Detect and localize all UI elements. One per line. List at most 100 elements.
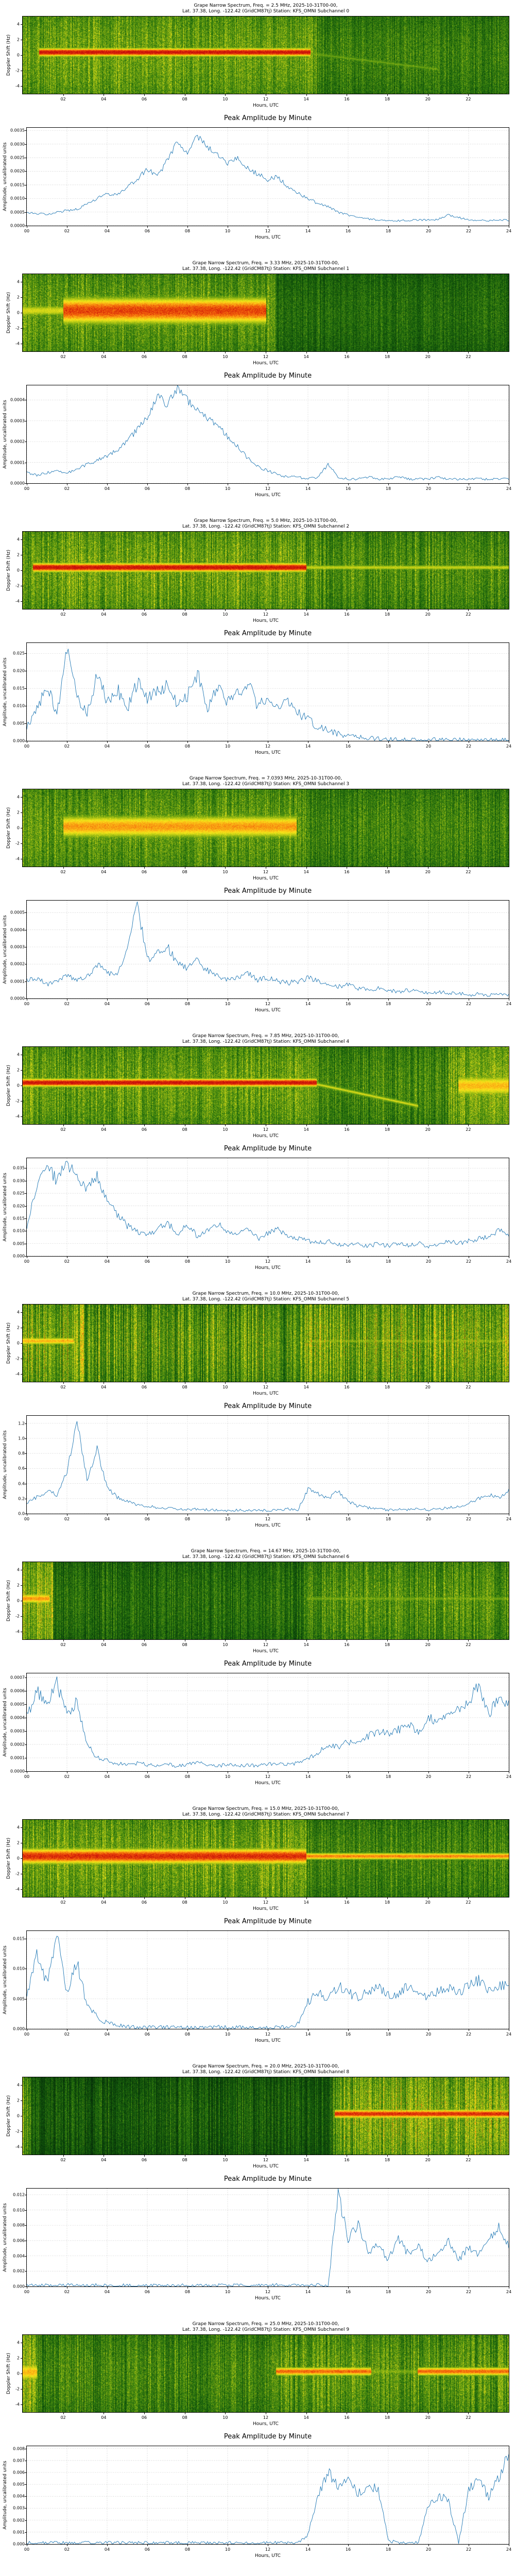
spectrogram-y-tick-label: -2 [15,1614,20,1619]
spectrogram-y-tick-mark [21,1116,23,1117]
subchannel-section-6: Grape Narrow Spectrum, Freq. = 14.67 MHz… [0,1546,515,1803]
grid-lines [26,128,509,226]
amplitude-chart-svg [26,643,509,741]
amplitude-y-tick-label: 0.6 [18,1466,25,1471]
amplitude-y-tick-mark [25,1438,27,1439]
amplitude-y-tick-label: 0.006 [13,2238,25,2243]
amplitude-x-tick-mark [428,2544,429,2546]
amplitude-x-axis-label: Hours, UTC [255,1008,281,1013]
amplitude-x-tick-mark [428,1514,429,1516]
amplitude-x-tick-mark [107,1771,108,1773]
amplitude-y-tick-label: 0.0015 [10,182,25,188]
spectrogram-x-tick-mark [468,867,469,869]
amplitude-line [26,1936,509,2029]
subchannel-section-0: Grape Narrow Spectrum, Freq. = 2.5 MHz, … [0,0,515,258]
spectrogram-x-tick-label: 02 [60,97,66,101]
spectrogram-x-tick-mark [306,351,307,353]
spectrogram-y-tick-mark [21,1827,23,1828]
grid-lines [26,1158,509,1257]
spectrogram-y-axis-label: Doppler Shift (Hz) [6,1322,11,1364]
amplitude-y-tick-label: 0.005 [13,1241,25,1246]
amplitude-x-tick-label: 12 [265,2547,271,2552]
spectrogram-x-tick-mark [63,2155,64,2157]
amplitude-chart-svg [26,385,509,484]
amplitude-x-tick-mark [107,998,108,1001]
amplitude-y-tick-label: 0.0004 [10,1715,25,1720]
amplitude-x-tick-label: 18 [385,1259,391,1264]
spectrogram-x-tick-label: 04 [101,1127,107,1132]
grid-lines [26,643,509,741]
spectrogram-title-line1: Grape Narrow Spectrum, Freq. = 5.0 MHz, … [194,518,338,523]
spectrogram-title: Grape Narrow Spectrum, Freq. = 7.0393 MH… [23,776,509,787]
spectrogram-x-tick-label: 16 [344,870,350,874]
spectrogram-y-tick-label: 4 [16,537,20,542]
spectrogram-x-tick-label: 22 [466,612,471,617]
spectrogram-title-line2: Lat. 37.38, Long. -122.42 (GridCM87tj) S… [182,1039,350,1044]
spectrogram-y-tick-label: -4 [15,1114,20,1119]
amplitude-x-tick-label: 12 [265,2032,271,2037]
spectrogram-y-tick-label: 4 [16,1052,20,1057]
amplitude-x-tick-label: 02 [64,229,70,233]
spectrogram-x-tick-label: 06 [141,2158,147,2162]
amplitude-x-tick-label: 16 [345,744,351,749]
amplitude-y-tick-label: 0.015 [13,1216,25,1221]
spectrogram-x-tick-mark [387,867,388,869]
spectrogram-y-tick-label: 0 [16,568,20,573]
spectrogram-x-tick-label: 10 [222,612,228,617]
spectrogram-x-tick-label: 12 [263,1385,269,1389]
grid-lines [26,1931,509,2029]
amplitude-x-tick-mark [388,1771,389,1773]
amplitude-x-tick-mark [107,483,108,485]
amplitude-x-tick-label: 16 [345,2547,351,2552]
spectrogram-x-tick-label: 04 [101,870,107,874]
amplitude-x-tick-label: 14 [305,2032,311,2037]
amplitude-y-tick-label: 0.008 [13,2223,25,2228]
spectrogram-x-tick-mark [387,2155,388,2157]
spectrogram-canvas [23,2077,509,2155]
spectrogram-x-tick-mark [306,609,307,611]
amplitude-y-tick-label: 0.0003 [10,418,25,423]
spectrogram-x-tick-label: 22 [466,1127,471,1132]
spectrogram-x-tick-mark [144,1124,145,1126]
amplitude-y-tick-label: 0.4 [18,1481,25,1486]
amplitude-y-tick-label: 0.0 [18,1511,25,1516]
spectrogram-x-tick-label: 04 [101,2158,107,2162]
amplitude-x-axis-label: Hours, UTC [255,1781,281,1786]
spectrogram-y-tick-label: -2 [15,1871,20,1876]
spectrogram-x-tick-mark [144,1639,145,1641]
amplitude-x-tick-label: 02 [64,2290,70,2294]
amplitude-x-tick-label: 22 [466,1002,472,1006]
spectrogram-y-tick-label: -2 [15,2386,20,2392]
amplitude-y-tick-label: 0.0001 [10,979,25,984]
spectrogram-y-tick-mark [21,1616,23,1617]
amplitude-x-tick-mark [348,2544,349,2546]
amplitude-y-tick-label: 0.025 [13,1191,25,1196]
amplitude-x-tick-label: 20 [425,2290,432,2294]
amplitude-x-tick-label: 18 [385,744,391,749]
amplitude-x-tick-mark [348,741,349,743]
amplitude-y-tick-label: 0.005 [13,2482,25,2487]
amplitude-y-tick-label: 0.025 [13,651,25,656]
spectrogram-y-tick-mark [21,812,23,813]
spectrogram-x-tick-mark [387,1382,388,1384]
spectrogram-title-line2: Lat. 37.38, Long. -122.42 (GridCM87tj) S… [182,782,350,787]
spectrogram-x-tick-mark [306,2412,307,2414]
amplitude-x-tick-mark [187,483,188,485]
spectrogram-title: Grape Narrow Spectrum, Freq. = 5.0 MHz, … [23,518,509,530]
amplitude-x-tick-mark [187,741,188,743]
amplitude-chart-title: Peak Amplitude by Minute [224,372,312,380]
spectrogram-x-tick-label: 18 [384,354,390,359]
spectrogram-x-tick-label: 06 [141,354,147,359]
spectrogram-x-tick-label: 02 [60,2415,66,2420]
amplitude-x-tick-label: 16 [345,1259,351,1264]
amplitude-x-tick-mark [147,998,148,1001]
spectrogram-x-tick-mark [63,1897,64,1899]
amplitude-line [26,649,509,741]
amplitude-x-tick-label: 02 [64,1002,70,1006]
spectrogram-y-tick-label: 4 [16,2082,20,2088]
spectrogram-title-line2: Lat. 37.38, Long. -122.42 (GridCM87tj) S… [182,2327,350,2332]
amplitude-y-tick-label: 0.004 [13,2494,25,2499]
spectrogram-x-tick-label: 22 [466,2158,471,2162]
amplitude-x-tick-label: 04 [104,486,110,491]
amplitude-chart-title: Peak Amplitude by Minute [224,2433,312,2441]
